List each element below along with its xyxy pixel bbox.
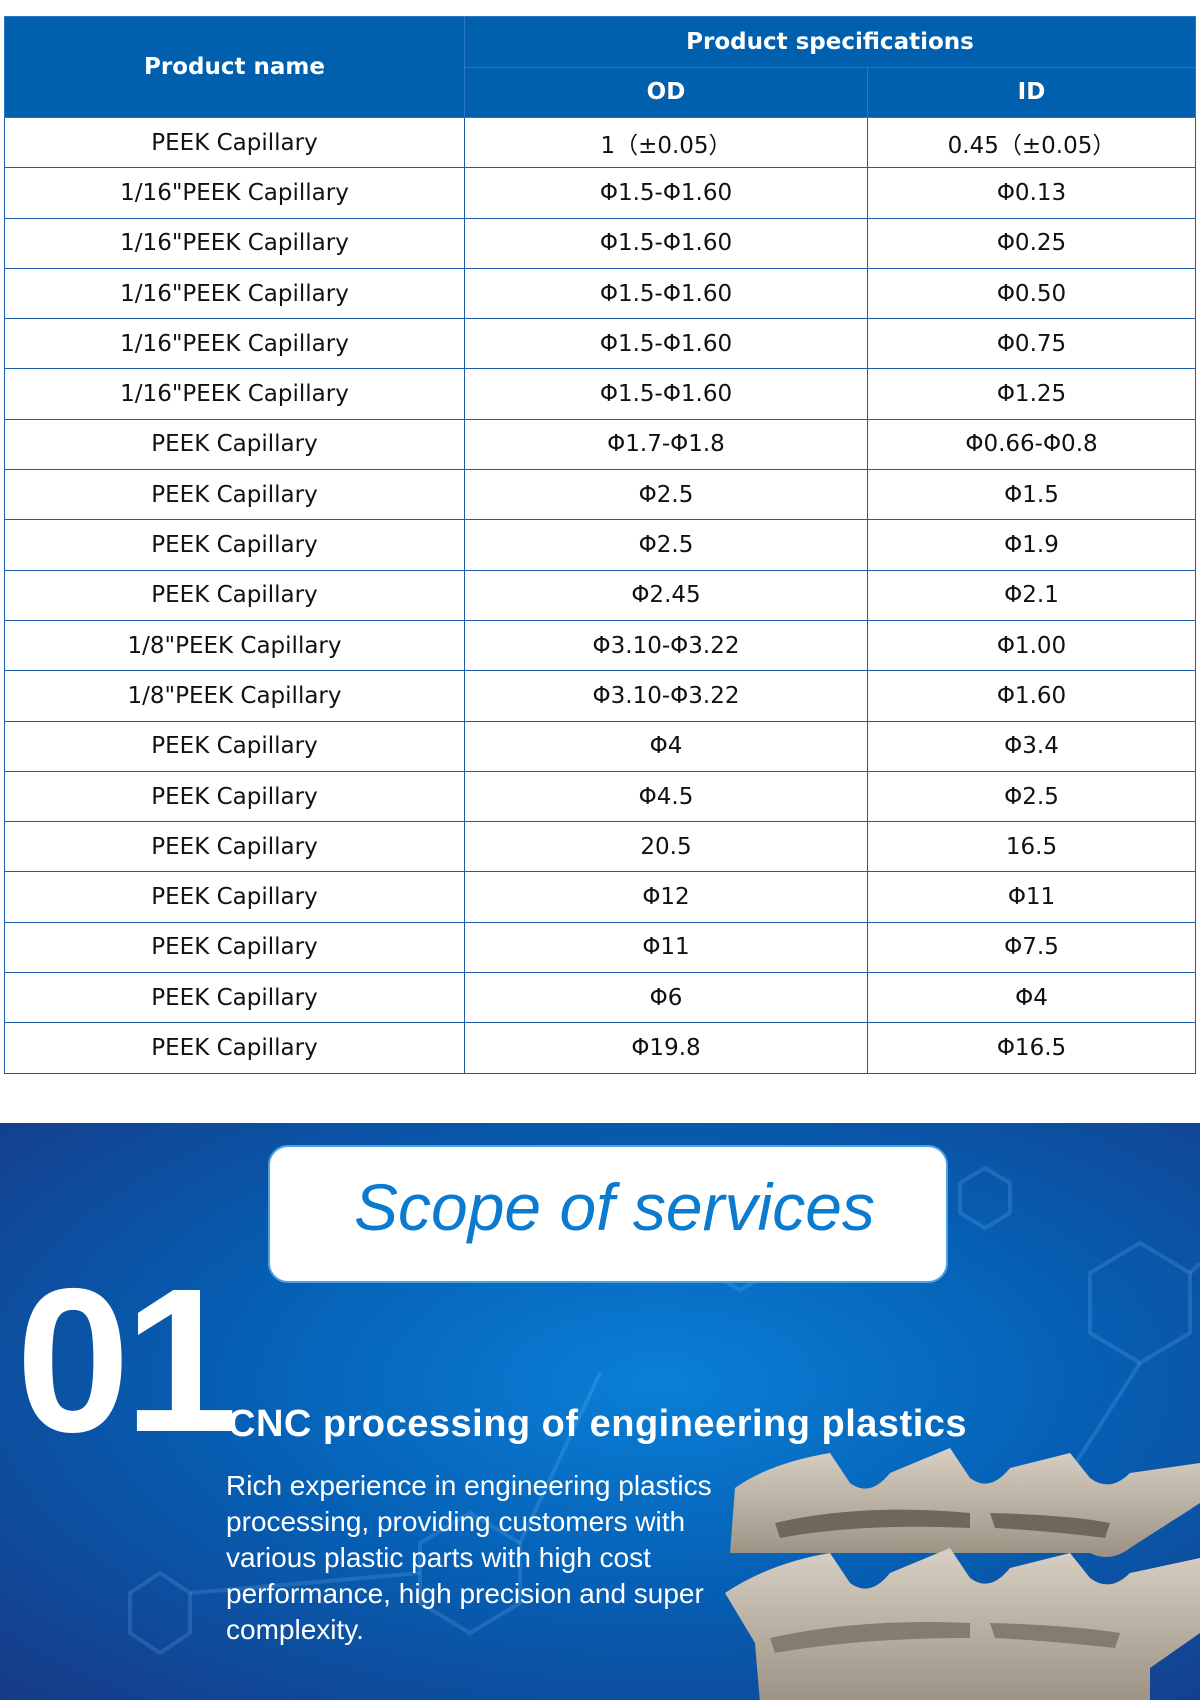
scope-of-services-section: Scope of services 01 CNC processing of e… (0, 1123, 1200, 1700)
table-row: PEEK Capillary Φ2.5 Φ1.5 (4, 469, 1196, 521)
table-row: PEEK Capillary Φ6 Φ4 (4, 972, 1196, 1024)
od-cell: Φ1.5-Φ1.60 (464, 217, 868, 269)
id-cell: Φ7.5 (867, 921, 1196, 974)
table-row: 1/16"PEEK Capillary Φ1.5-Φ1.60 Φ0.13 (4, 167, 1196, 219)
product-name-cell: PEEK Capillary (4, 469, 465, 521)
od-cell: Φ19.8 (464, 1022, 868, 1074)
product-name-cell: 1/16"PEEK Capillary (4, 167, 465, 219)
product-name-cell: PEEK Capillary (4, 519, 465, 571)
id-cell: Φ1.25 (867, 368, 1196, 420)
table-row: 1/16"PEEK Capillary Φ1.5-Φ1.60 Φ0.50 (4, 267, 1196, 320)
table-row: PEEK Capillary Φ12 Φ11 (4, 871, 1196, 923)
header-product-specs: Product specifications (464, 16, 1196, 68)
product-name-cell: PEEK Capillary (4, 1022, 465, 1074)
product-name-cell: 1/16"PEEK Capillary (4, 368, 465, 420)
id-cell: Φ3.4 (867, 720, 1196, 772)
service-heading: CNC processing of engineering plastics (228, 1403, 968, 1445)
product-name-cell: 1/16"PEEK Capillary (4, 267, 465, 320)
table-row: PEEK Capillary Φ2.5 Φ1.9 (4, 519, 1196, 571)
od-cell: Φ1.5-Φ1.60 (464, 167, 868, 219)
id-cell: Φ1.00 (867, 619, 1196, 672)
od-cell: Φ11 (464, 921, 868, 974)
table-row: 1/16"PEEK Capillary Φ1.5-Φ1.60 Φ0.25 (4, 217, 1196, 269)
product-name-cell: PEEK Capillary (4, 418, 465, 471)
od-cell: 20.5 (464, 821, 868, 873)
product-name-cell: PEEK Capillary (4, 871, 465, 923)
id-cell: Φ1.60 (867, 670, 1196, 722)
id-cell: Φ0.13 (867, 167, 1196, 219)
table-row: PEEK Capillary Φ1.7-Φ1.8 Φ0.66-Φ0.8 (4, 418, 1196, 471)
table-row: PEEK Capillary Φ4.5 Φ2.5 (4, 770, 1196, 823)
id-cell: Φ4 (867, 972, 1196, 1024)
od-cell: Φ2.5 (464, 519, 868, 571)
product-name-cell: PEEK Capillary (4, 720, 465, 772)
od-cell: Φ4 (464, 720, 868, 772)
od-cell: Φ6 (464, 972, 868, 1024)
id-cell: Φ0.50 (867, 267, 1196, 320)
product-name-cell: PEEK Capillary (4, 921, 465, 974)
table-row: PEEK Capillary Φ11 Φ7.5 (4, 921, 1196, 974)
cnc-plastic-part-image (725, 1448, 1200, 1700)
od-cell: Φ3.10-Φ3.22 (464, 619, 868, 672)
table-row: PEEK Capillary Φ19.8 Φ16.5 (4, 1022, 1196, 1074)
header-od: OD (464, 66, 868, 118)
od-cell: Φ12 (464, 871, 868, 923)
header-product-name: Product name (4, 16, 465, 118)
id-cell: Φ0.25 (867, 217, 1196, 269)
table-row: 1/8"PEEK Capillary Φ3.10-Φ3.22 Φ1.00 (4, 619, 1196, 672)
header-id: ID (867, 66, 1196, 118)
product-name-cell: 1/8"PEEK Capillary (4, 670, 465, 722)
table-row: PEEK Capillary 20.5 16.5 (4, 821, 1196, 873)
od-cell: Φ2.45 (464, 569, 868, 621)
id-cell: Φ0.75 (867, 318, 1196, 370)
product-name-cell: 1/16"PEEK Capillary (4, 217, 465, 269)
product-name-cell: PEEK Capillary (4, 116, 465, 169)
id-cell: Φ0.66-Φ0.8 (867, 418, 1196, 471)
table-row: PEEK Capillary Φ4 Φ3.4 (4, 720, 1196, 772)
id-cell: Φ2.5 (867, 770, 1196, 823)
od-cell: Φ4.5 (464, 770, 868, 823)
table-row: PEEK Capillary Φ2.45 Φ2.1 (4, 569, 1196, 621)
scope-title: Scope of services (354, 1170, 875, 1244)
product-name-cell: PEEK Capillary (4, 821, 465, 873)
product-name-cell: 1/8"PEEK Capillary (4, 619, 465, 672)
id-cell: Φ1.9 (867, 519, 1196, 571)
product-name-cell: 1/16"PEEK Capillary (4, 318, 465, 370)
scope-title-box: Scope of services (268, 1145, 948, 1283)
od-cell: Φ1.5-Φ1.60 (464, 368, 868, 420)
id-cell: Φ1.5 (867, 469, 1196, 521)
od-cell: Φ1.5-Φ1.60 (464, 318, 868, 370)
od-cell: 1（±0.05） (464, 116, 868, 169)
od-cell: Φ2.5 (464, 469, 868, 521)
od-cell: Φ1.5-Φ1.60 (464, 267, 868, 320)
id-cell: Φ2.1 (867, 569, 1196, 621)
id-cell: 16.5 (867, 821, 1196, 873)
table-row: 1/16"PEEK Capillary Φ1.5-Φ1.60 Φ0.75 (4, 318, 1196, 370)
id-cell: Φ11 (867, 871, 1196, 923)
id-cell: Φ16.5 (867, 1022, 1196, 1074)
product-name-cell: PEEK Capillary (4, 972, 465, 1024)
product-name-cell: PEEK Capillary (4, 770, 465, 823)
id-cell: 0.45（±0.05） (867, 116, 1196, 169)
spec-table: Product name Product specifications OD I… (4, 16, 1196, 1074)
table-row: 1/16"PEEK Capillary Φ1.5-Φ1.60 Φ1.25 (4, 368, 1196, 420)
table-row: 1/8"PEEK Capillary Φ3.10-Φ3.22 Φ1.60 (4, 670, 1196, 722)
service-number: 01 (16, 1246, 238, 1475)
table-row: PEEK Capillary 1（±0.05） 0.45（±0.05） (4, 116, 1196, 169)
od-cell: Φ3.10-Φ3.22 (464, 670, 868, 722)
product-name-cell: PEEK Capillary (4, 569, 465, 621)
od-cell: Φ1.7-Φ1.8 (464, 418, 868, 471)
service-description: Rich experience in engineering plastics … (226, 1470, 712, 1645)
